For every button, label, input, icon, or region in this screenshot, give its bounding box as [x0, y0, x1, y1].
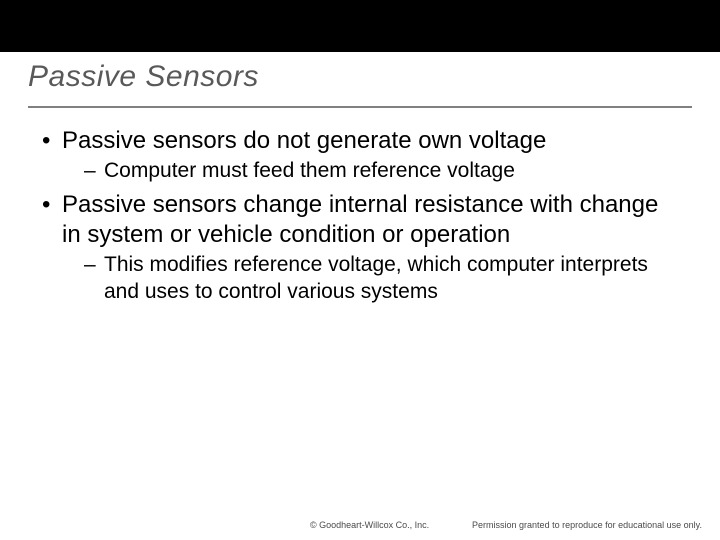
bullet-level1: Passive sensors change internal resistan…	[40, 190, 680, 250]
bullet-text: This modifies reference voltage, which c…	[104, 253, 648, 302]
title-block: Passive Sensors	[0, 52, 720, 100]
bullet-level2: Computer must feed them reference voltag…	[40, 158, 680, 184]
slide-content: Passive sensors do not generate own volt…	[0, 108, 720, 305]
bullet-level2: This modifies reference voltage, which c…	[40, 252, 680, 305]
bullet-level1: Passive sensors do not generate own volt…	[40, 126, 680, 156]
top-band	[0, 0, 720, 52]
footer-permission: Permission granted to reproduce for educ…	[472, 520, 702, 530]
bullet-text: Computer must feed them reference voltag…	[104, 159, 515, 182]
slide-title: Passive Sensors	[28, 60, 692, 94]
bullet-text: Passive sensors do not generate own volt…	[62, 127, 546, 154]
bullet-text: Passive sensors change internal resistan…	[62, 191, 658, 248]
footer-copyright: © Goodheart-Willcox Co., Inc.	[310, 520, 429, 530]
